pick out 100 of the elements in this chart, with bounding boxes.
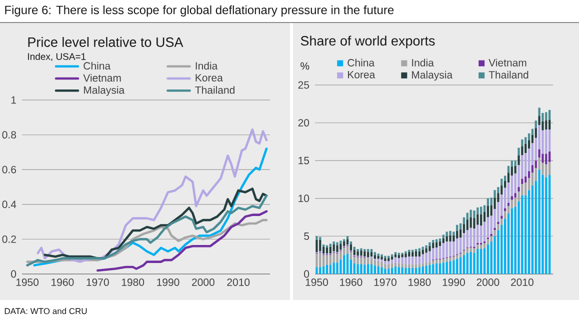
bar — [476, 244, 479, 250]
bar — [401, 267, 404, 274]
bar — [367, 258, 370, 264]
bar — [340, 244, 342, 250]
bar — [438, 260, 442, 264]
bar — [514, 160, 516, 166]
bar — [388, 268, 390, 274]
bar — [418, 256, 421, 264]
bar — [480, 206, 482, 214]
bar — [414, 268, 418, 274]
bar — [367, 264, 370, 274]
y-tick-label: 5 — [304, 232, 310, 240]
bar — [380, 256, 383, 260]
x-tick-label: 2000 — [192, 278, 214, 286]
bar — [356, 251, 359, 256]
bar — [462, 250, 466, 256]
bar — [408, 256, 410, 264]
bar — [545, 164, 548, 178]
bar — [329, 244, 332, 247]
bar — [514, 193, 516, 198]
bar — [446, 262, 448, 274]
bar — [480, 226, 482, 243]
bar — [360, 257, 362, 264]
bar — [500, 178, 503, 186]
bar — [404, 264, 407, 268]
bar — [466, 212, 468, 220]
bar — [401, 254, 404, 258]
bar — [548, 152, 551, 162]
bar — [476, 249, 479, 274]
bar — [360, 250, 362, 256]
x-tick-label: 1960 — [52, 278, 74, 286]
bar — [446, 232, 448, 236]
bar — [545, 177, 548, 274]
legend-label: India — [412, 58, 434, 66]
bar — [380, 254, 383, 257]
bar — [518, 155, 520, 166]
bar — [476, 224, 479, 243]
bar — [432, 248, 434, 260]
bar — [316, 254, 318, 268]
bar — [350, 241, 352, 245]
y-tick-label: 0.4 — [2, 200, 16, 208]
bar — [346, 236, 349, 240]
bar — [462, 255, 466, 274]
bar — [428, 246, 431, 252]
bar — [319, 252, 322, 268]
bar — [412, 268, 414, 274]
bar — [473, 248, 476, 253]
bar — [340, 251, 342, 260]
bar — [538, 170, 540, 274]
bar — [548, 174, 551, 274]
bar — [462, 233, 466, 250]
y-axis-title: % — [300, 62, 310, 70]
bar — [390, 256, 394, 260]
bar — [346, 254, 349, 274]
bar — [316, 236, 318, 240]
bar — [336, 262, 338, 274]
x-tick-label: 2010 — [511, 278, 534, 286]
bar — [377, 256, 380, 259]
bar — [452, 256, 455, 260]
bar — [418, 264, 421, 268]
bar — [438, 263, 442, 274]
y-tick-label: 0 — [304, 270, 310, 278]
bar — [473, 210, 476, 218]
bar — [490, 236, 492, 242]
bar — [438, 241, 442, 246]
bar — [518, 148, 520, 156]
bar — [494, 190, 496, 198]
bar — [497, 187, 500, 194]
legend-label: Thailand — [195, 86, 234, 94]
bar — [507, 202, 510, 206]
bar — [412, 256, 414, 264]
bar — [428, 264, 431, 274]
bar — [332, 241, 335, 245]
bar — [545, 120, 548, 130]
bar — [466, 220, 468, 230]
bar — [452, 232, 455, 236]
bar — [494, 228, 496, 230]
bar — [518, 187, 520, 192]
bar — [404, 268, 407, 274]
bar — [436, 260, 438, 264]
bar — [425, 248, 428, 253]
bar — [459, 257, 462, 274]
legend-label: China — [84, 62, 111, 70]
bar — [370, 249, 373, 252]
legend-label: Malaysia — [412, 70, 453, 81]
bar — [398, 255, 400, 258]
legend-label: Vietnam — [488, 58, 526, 66]
bar — [367, 252, 370, 258]
bar — [466, 252, 468, 274]
bar — [384, 261, 386, 264]
legend-label: China — [348, 58, 375, 66]
bar — [412, 264, 414, 268]
bar — [480, 249, 482, 274]
bar — [422, 246, 424, 250]
bar — [456, 224, 458, 231]
chart-title: Price level relative to USA — [28, 37, 184, 47]
bar — [336, 254, 338, 263]
bar — [374, 252, 376, 256]
bar — [428, 262, 431, 265]
bar — [422, 250, 424, 254]
